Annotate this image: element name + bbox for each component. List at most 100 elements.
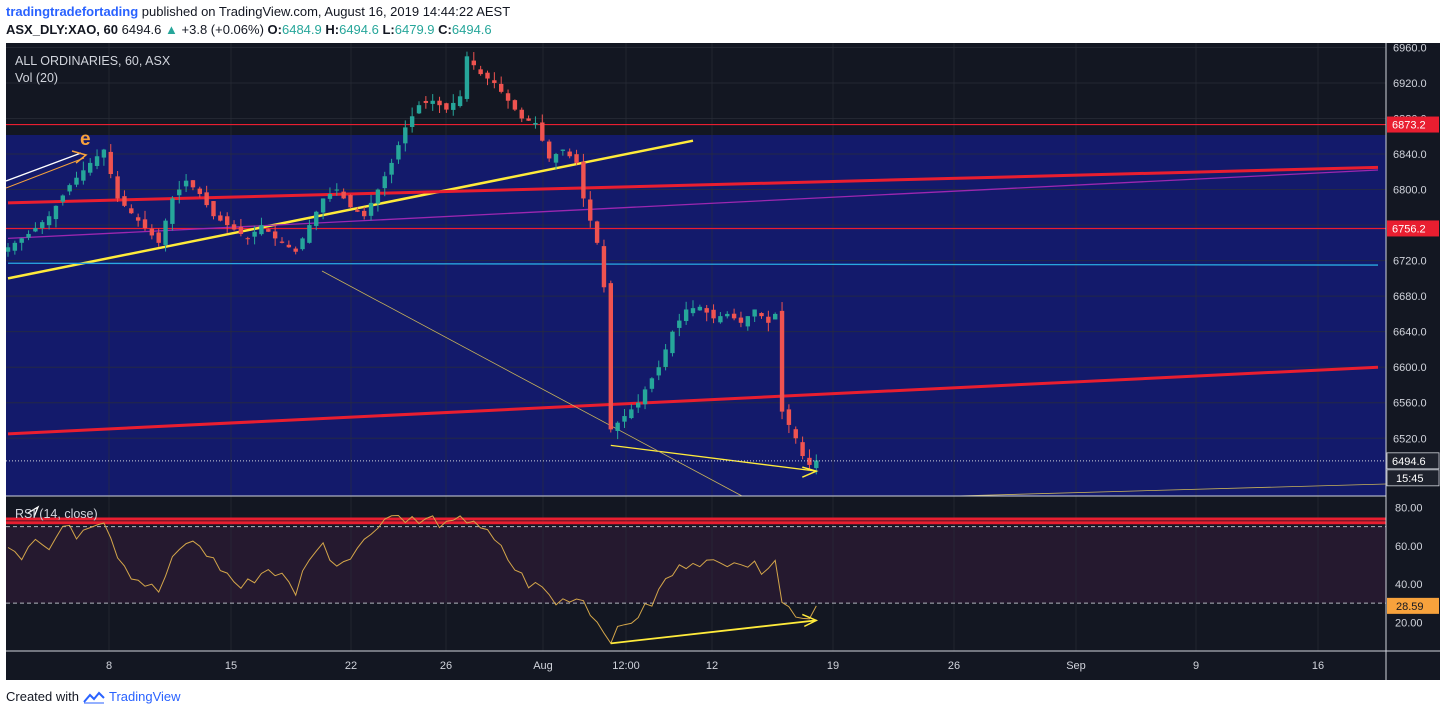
close-label: C:: [438, 22, 452, 37]
price-axis-background: [1386, 43, 1440, 651]
symbol-info: ASX_DLY:XAO, 60 6494.6 ▲ +3.8 (+0.06%) O…: [6, 22, 492, 37]
time-tick-label-3: 26: [440, 660, 452, 672]
candle-body-6: [46, 216, 52, 226]
candle-body-86: [594, 221, 600, 243]
rsi-tick-label-2: 40.00: [1395, 579, 1423, 591]
candle-body-23: [163, 220, 168, 245]
candle-body-98: [677, 320, 682, 328]
price-tick-label-7: 6680.0: [1393, 291, 1427, 303]
candle-body-68: [471, 60, 476, 66]
candle-body-25: [177, 189, 182, 196]
thin-fan-line: [321, 270, 743, 497]
candle-body-40: [279, 241, 285, 243]
candle-body-7: [53, 205, 59, 220]
candle-body-24: [170, 198, 175, 224]
candle-body-59: [409, 116, 415, 127]
candle-body-37: [259, 225, 264, 235]
candle-body-46: [320, 198, 326, 213]
rsi-pane-title: RSI (14, close): [15, 507, 98, 521]
candle-body-32: [225, 216, 230, 226]
candle-body-60: [416, 105, 422, 114]
price-label-text-2: 6494.6: [1392, 456, 1426, 468]
candle-body-19: [135, 217, 141, 221]
candle-body-42: [293, 248, 298, 252]
candle-body-3: [26, 233, 31, 238]
price-tick-label-9: 6600.0: [1393, 362, 1427, 374]
candle-body-109: [752, 309, 757, 317]
candle-body-71: [492, 80, 497, 83]
thin-projection-line: [955, 483, 1387, 497]
candle-body-90: [622, 416, 627, 422]
price-tick-label-0: 6960.0: [1393, 43, 1427, 54]
high-label: H:: [325, 22, 340, 37]
last-price: 6494.6: [121, 22, 162, 37]
candle-body-29: [204, 192, 209, 206]
candle-body-33: [231, 224, 237, 230]
candle-body-43: [300, 238, 305, 250]
candle-body-83: [574, 154, 579, 163]
candle-body-62: [430, 100, 435, 104]
candle-body-108: [745, 316, 750, 327]
price-tick-label-10: 6560.0: [1393, 398, 1427, 410]
tradingview-logo-icon: [83, 691, 105, 703]
candle-body-26: [183, 180, 189, 187]
time-tick-label-2: 22: [345, 660, 357, 672]
candle-body-65: [451, 102, 456, 110]
created-with-text: Created with: [6, 689, 79, 704]
candle-body-84: [581, 161, 586, 199]
candle-body-81: [560, 149, 566, 151]
candle-body-113: [779, 310, 785, 412]
rsi-arrow-head-icon: [802, 613, 819, 628]
low-value: 6479.9: [394, 22, 435, 37]
close-value: 6494.6: [451, 22, 492, 37]
candle-body-70: [485, 72, 490, 79]
chart-area[interactable]: 6960.06920.06880.06840.06800.06760.06720…: [6, 43, 1440, 680]
wave-annotation-label: e: [80, 129, 91, 150]
change-arrow-icon: ▲: [165, 22, 178, 37]
candle-body-63: [437, 100, 442, 106]
candle-body-38: [266, 229, 271, 232]
candle-body-4: [33, 228, 38, 232]
symbol-name: ASX_DLY:XAO, 60: [6, 22, 118, 37]
candle-body-18: [129, 208, 134, 214]
price-change: +3.8 (+0.06%): [181, 22, 264, 37]
rsi-tick-label-3: 20.00: [1395, 617, 1423, 629]
candle-body-0: [6, 247, 11, 252]
candle-body-96: [663, 349, 668, 367]
trendline-purple-6: [7, 169, 1379, 240]
candle-body-45: [314, 211, 319, 226]
countdown-text: 15:45: [1396, 473, 1424, 485]
candle-body-49: [341, 191, 346, 199]
candle-body-73: [505, 93, 511, 101]
author-link[interactable]: tradingtradefortading: [6, 4, 139, 19]
time-tick-label-1: 15: [225, 660, 237, 672]
candle-body-15: [108, 151, 113, 175]
candle-body-1: [12, 242, 18, 251]
price-label-box-0: [1387, 116, 1439, 133]
candle-body-39: [272, 231, 278, 239]
price-panel-background: [6, 135, 1386, 496]
candle-body-64: [444, 103, 449, 110]
candle-body-28: [197, 188, 202, 194]
candle-body-27: [190, 180, 196, 188]
tradingview-link[interactable]: TradingView: [108, 689, 181, 704]
candle-body-92: [636, 402, 641, 408]
time-tick-label-0: 8: [106, 660, 112, 672]
publish-info: tradingtradefortading published on Tradi…: [6, 4, 510, 19]
candle-body-85: [588, 199, 593, 221]
time-tick-label-8: 26: [948, 660, 960, 672]
candle-body-117: [807, 457, 812, 465]
candle-body-112: [773, 313, 778, 320]
candle-body-2: [19, 238, 24, 243]
candle-body-55: [382, 176, 387, 189]
candle-body-88: [608, 283, 613, 430]
candle-body-75: [519, 109, 524, 119]
candle-body-44: [307, 225, 312, 243]
chart-svg[interactable]: 6960.06920.06880.06840.06800.06760.06720…: [6, 43, 1440, 680]
candle-body-20: [142, 219, 148, 229]
candle-body-93: [642, 389, 648, 405]
candle-body-11: [81, 170, 86, 181]
candle-body-105: [725, 313, 730, 317]
price-tick-label-11: 6520.0: [1393, 433, 1427, 445]
price-tick-label-4: 6800.0: [1393, 185, 1427, 197]
